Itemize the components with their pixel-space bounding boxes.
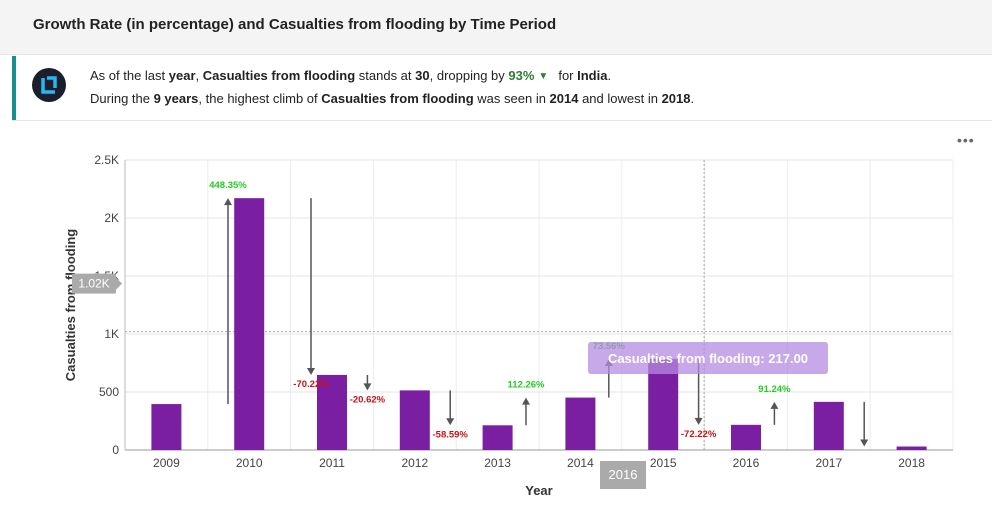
tooltip-box	[588, 342, 828, 374]
crosshair-x-badge	[600, 461, 646, 489]
more-horizontal-icon[interactable]: •••	[957, 132, 975, 148]
x-tick-label: 2009	[153, 456, 180, 470]
insight-panel: As of the last year, Casualties from flo…	[12, 56, 992, 121]
bar-2018	[896, 446, 927, 450]
bar-2011	[317, 374, 347, 450]
y-tick-label: 500	[99, 385, 119, 399]
y-tick-label: 0	[112, 443, 119, 457]
x-tick-label: 2018	[898, 456, 925, 470]
y-axis-title: Casualties from flooding	[63, 229, 78, 381]
insight-text: As of the last year, Casualties from flo…	[90, 65, 694, 109]
x-tick-label: 2011	[319, 456, 345, 470]
bar-chart: 05001K1.5K2K2.5K200920102011201220132014…	[63, 153, 954, 498]
y-tick-label: 2K	[104, 211, 119, 225]
bar-2017	[813, 401, 844, 450]
arrow-down-icon	[363, 383, 372, 391]
crosshair-y-badge-pointer	[116, 277, 122, 290]
crosshair-y-badge	[72, 273, 116, 294]
arrow-down-icon	[860, 439, 869, 447]
bar-2012	[399, 390, 430, 450]
y-tick-label: 1K	[104, 327, 119, 341]
x-axis-title: Year	[525, 483, 552, 498]
y-tick-label: 2.5K	[94, 153, 119, 167]
tooltip-text: Casualties from flooding: 217.00	[608, 351, 808, 366]
trend-down-icon: ▼	[538, 71, 549, 82]
growth-label: 112.26%	[508, 380, 546, 391]
bar-2009	[151, 404, 182, 450]
arrow-up-icon	[522, 397, 530, 405]
growth-label: -58.59%	[433, 429, 469, 440]
arrow-up-icon	[224, 198, 232, 206]
bar-2015	[648, 358, 679, 450]
x-tick-label: 2016	[733, 456, 760, 470]
insight-line-1: As of the last year, Casualties from flo…	[90, 65, 694, 88]
crosshair-x-value: 2016	[609, 467, 638, 482]
x-tick-label: 2012	[401, 456, 428, 470]
arrow-down-icon	[694, 417, 703, 425]
growth-label: 91.24%	[758, 384, 791, 395]
arrow-down-icon	[446, 418, 455, 426]
insight-line-2: During the 9 years, the highest climb of…	[90, 91, 695, 106]
x-tick-label: 2017	[815, 456, 842, 470]
growth-label: -20.62%	[350, 394, 386, 405]
growth-label: 448.35%	[209, 180, 247, 191]
arrow-up-icon	[770, 401, 779, 409]
insight-accent-bar	[12, 56, 16, 120]
bar-2013	[482, 425, 513, 450]
x-tick-label: 2013	[484, 456, 511, 470]
crosshair-y-value: 1.02K	[78, 277, 109, 291]
x-tick-label: 2010	[236, 456, 263, 470]
arrow-down-icon	[307, 367, 315, 375]
x-tick-label: 2014	[567, 456, 594, 470]
x-tick-label: 2015	[650, 456, 677, 470]
bar-2010	[234, 198, 265, 450]
growth-label: -72.22%	[681, 429, 717, 440]
chart-title: Growth Rate (in percentage) and Casualti…	[33, 16, 557, 33]
growth-label: -70.22%	[293, 379, 329, 390]
bar-2016	[731, 424, 761, 450]
insight-logo-icon	[32, 68, 66, 102]
bar-2014	[565, 397, 596, 450]
chart-header: Growth Rate (in percentage) and Casualti…	[0, 0, 992, 55]
